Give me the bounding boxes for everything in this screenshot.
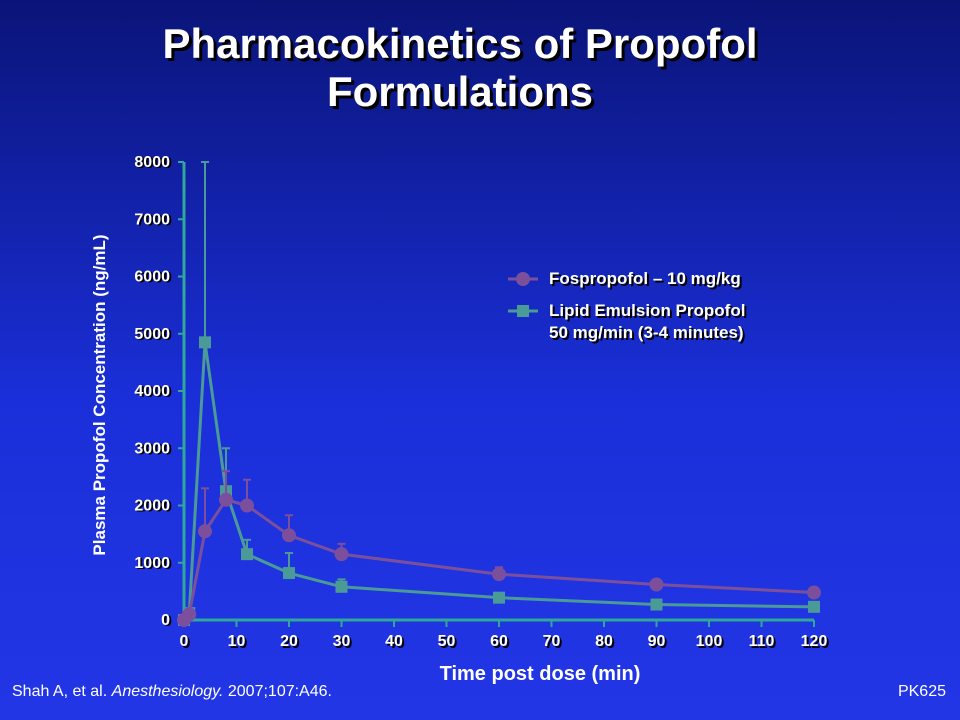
y-tick-label: 7000: [134, 211, 170, 228]
y-tick-label: 0: [161, 612, 170, 629]
y-tick-label: 6000: [134, 269, 170, 286]
y-tick-label-shadow: 8000: [136, 155, 172, 172]
data-point: [241, 548, 253, 561]
series-line: [182, 342, 815, 621]
data-point: [283, 567, 295, 580]
y-tick-label-shadow: 4000: [136, 384, 172, 401]
x-tick-label: 120: [801, 633, 828, 650]
x-tick-label-shadow: 100: [698, 635, 725, 652]
data-point: [808, 600, 820, 613]
y-tick-label: 2000: [134, 498, 170, 515]
chart-series: [177, 161, 821, 627]
x-tick-label-shadow: 0: [182, 635, 191, 652]
legend-entry-lipid: Lipid Emulsion Propofol 50 mg/min (3-4 m…: [549, 300, 745, 344]
x-tick-label-shadow: 120: [803, 635, 830, 652]
x-tick-label-shadow: 10: [230, 635, 248, 652]
data-point: [199, 336, 211, 349]
x-tick-label-shadow: 40: [387, 635, 405, 652]
chart-ticks: 0010001000200020003000300040004000500050…: [134, 154, 829, 652]
legend-entry-fospropofol: Fospropofol – 10 mg/kg: [549, 268, 741, 290]
x-tick-label: 100: [696, 633, 723, 650]
x-tick-label-shadow: 80: [597, 635, 615, 652]
data-point: [492, 567, 506, 582]
y-tick-label-shadow: 2000: [136, 499, 172, 516]
legend-marker-lipid: [517, 305, 529, 317]
x-tick-label-shadow: 90: [650, 635, 668, 652]
x-tick-label: 10: [228, 633, 246, 650]
series-fospropofol: [177, 470, 821, 627]
data-point: [182, 607, 197, 622]
y-tick-label-shadow: 6000: [136, 270, 172, 287]
slide-title: Pharmacokinetics of Propofol Formulation…: [0, 20, 920, 116]
x-tick-label: 60: [490, 633, 508, 650]
x-tick-label: 20: [280, 633, 298, 650]
y-axis-label: Plasma Propofol Concentration (ng/mL): [90, 234, 109, 555]
y-tick-label-shadow: 1000: [136, 556, 172, 573]
data-point: [282, 528, 296, 543]
x-tick-label: 0: [180, 633, 189, 650]
data-point: [334, 547, 349, 562]
legend-markers: [508, 272, 538, 317]
data-point: [807, 585, 821, 600]
x-tick-label-shadow: 50: [440, 635, 458, 652]
x-tick-label: 110: [749, 633, 775, 650]
x-tick-label-shadow: 70: [545, 635, 563, 652]
y-tick-label: 8000: [134, 154, 170, 171]
x-tick-label-shadow: 30: [335, 635, 353, 652]
series-lipid: [178, 161, 820, 626]
x-tick-label: 70: [543, 633, 561, 650]
x-tick-label: 80: [595, 633, 613, 650]
legend-label-lipid-line2: 50 mg/min (3-4 minutes): [549, 323, 744, 342]
y-tick-label-shadow: 0: [163, 613, 172, 630]
x-axis-label: Time post dose (min): [440, 663, 641, 685]
x-tick-label-shadow: 110: [751, 635, 777, 652]
chart-axes: [182, 162, 814, 622]
x-tick-label: 90: [648, 633, 666, 650]
series-line: [182, 498, 815, 622]
y-tick-label: 4000: [134, 383, 170, 400]
data-point: [219, 492, 233, 507]
y-tick-label-shadow: 7000: [136, 212, 172, 229]
legend-label-lipid-line1: Lipid Emulsion Propofol: [549, 301, 746, 320]
data-point: [493, 591, 505, 604]
y-tick-label-shadow: 5000: [136, 327, 172, 344]
legend-label-fospropofol: Fospropofol – 10 mg/kg: [549, 269, 741, 288]
title-line-2: Formulations: [326, 68, 593, 115]
data-point: [649, 577, 664, 592]
data-point: [240, 498, 254, 513]
data-point: [335, 580, 348, 593]
x-tick-label-shadow: 20: [282, 635, 300, 652]
x-tick-label: 40: [385, 633, 403, 650]
y-tick-label: 1000: [134, 555, 170, 572]
citation: Shah A, et al. Anesthesiology. 2007;107:…: [12, 683, 332, 701]
title-line-1: Pharmacokinetics of Propofol: [162, 20, 758, 67]
slide-id: PK625: [897, 683, 946, 700]
y-tick-label: 3000: [134, 440, 170, 457]
x-tick-label-shadow: 60: [492, 635, 510, 652]
y-tick-label-shadow: 3000: [136, 441, 172, 458]
citation-journal: Anesthesiology.: [111, 683, 224, 700]
x-tick-label: 30: [333, 633, 351, 650]
x-tick-label: 50: [438, 633, 456, 650]
citation-ref: 2007;107:A46.: [227, 683, 332, 700]
y-tick-label: 5000: [134, 326, 170, 343]
data-point: [650, 598, 663, 611]
legend-marker-fospropofol: [516, 272, 530, 286]
citation-authors: Shah A, et al.: [12, 683, 108, 700]
data-point: [198, 524, 212, 539]
